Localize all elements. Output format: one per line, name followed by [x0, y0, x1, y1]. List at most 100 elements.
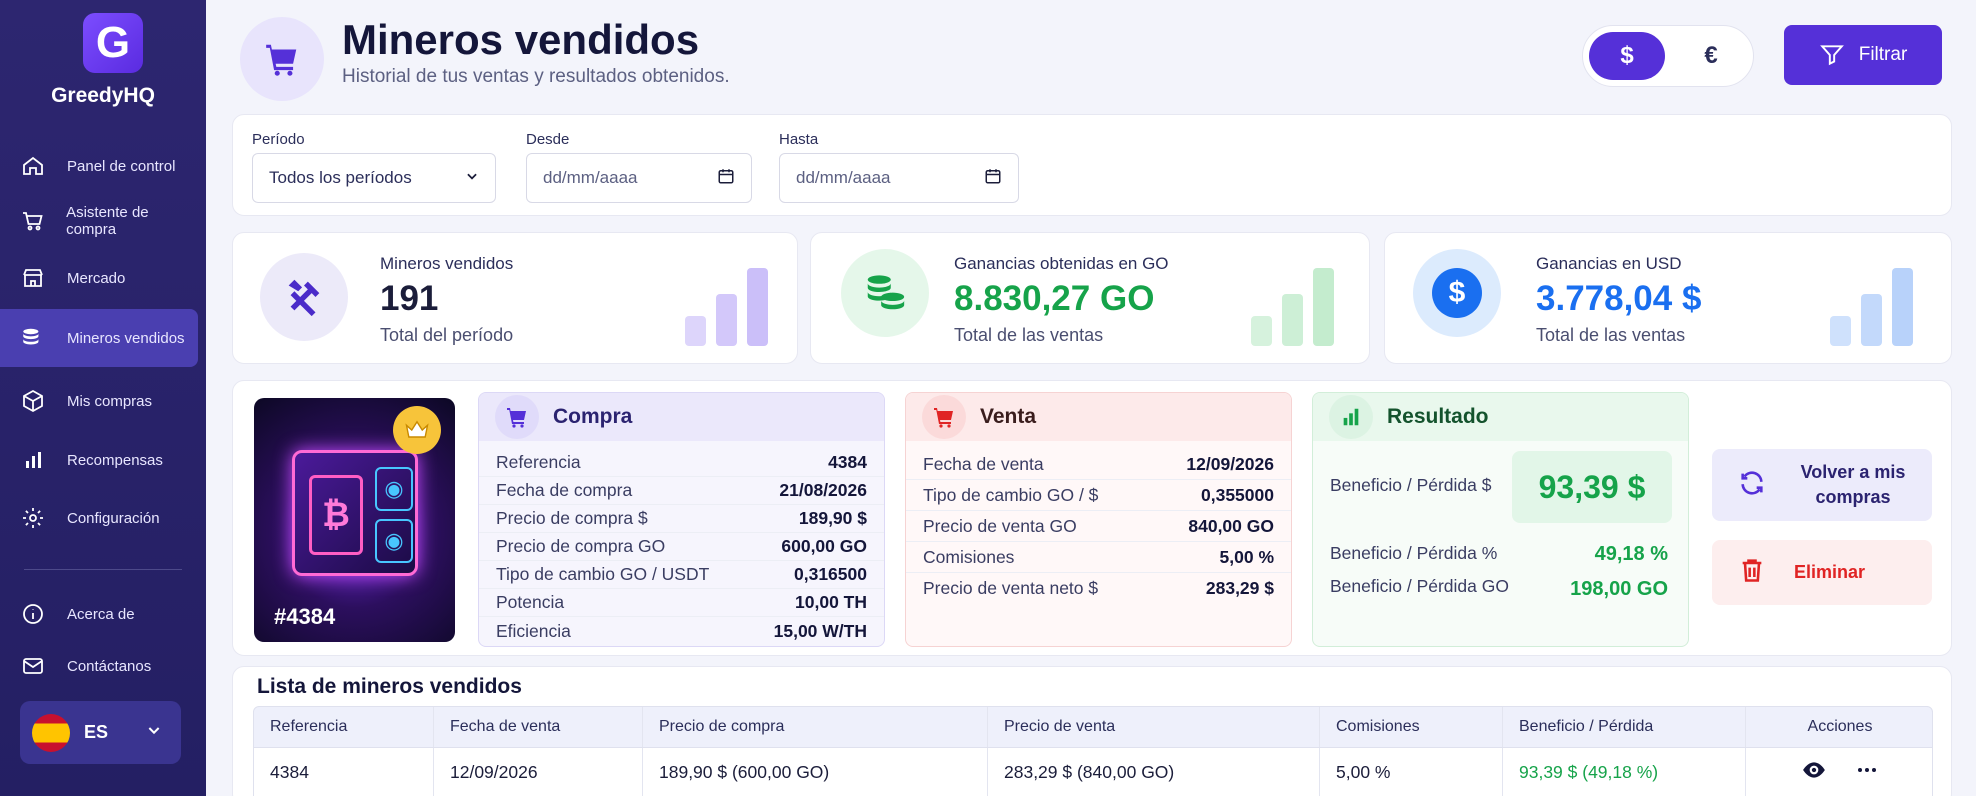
filter-label: Filtrar: [1858, 44, 1908, 65]
column-header[interactable]: Beneficio / Pérdida: [1503, 707, 1746, 747]
resultado-header: Resultado: [1313, 393, 1688, 441]
back-label: Volver a mis compras: [1800, 462, 1906, 507]
column-header[interactable]: Fecha de venta: [434, 707, 643, 747]
sidebar-item-mercado[interactable]: Mercado: [0, 249, 198, 307]
trash-icon: [1738, 556, 1766, 589]
page-title: Mineros vendidos: [342, 16, 700, 63]
sidebar: G GreedyHQ Panel de control Asistente de…: [0, 0, 206, 796]
column-header[interactable]: Precio de compra: [643, 707, 988, 747]
compra-header: Compra: [479, 393, 884, 441]
cell-referencia: 4384: [254, 748, 434, 796]
cell-comisiones: 5,00 %: [1320, 748, 1503, 796]
sidebar-item-recompensas[interactable]: Recompensas: [0, 431, 198, 489]
profit-usd-label: Beneficio / Pérdida $: [1330, 475, 1492, 495]
from-date-input[interactable]: dd/mm/aaaa: [526, 153, 752, 203]
profit-go-value: 198,00 GO: [1570, 578, 1668, 600]
cell-precio-compra: 189,90 $ (600,00 GO): [643, 748, 988, 796]
cell-fecha-venta: 12/09/2026: [434, 748, 643, 796]
language-code: ES: [84, 722, 109, 742]
filter-button[interactable]: Filtrar: [1784, 25, 1942, 85]
calendar-icon[interactable]: [717, 167, 735, 190]
sidebar-item-label: Mis compras: [67, 392, 153, 410]
app-name: GreedyHQ: [51, 84, 155, 107]
stat-card-ganancias-usd: $ Ganancias en USD 3.778,04 $ Total de l…: [1384, 232, 1952, 364]
sidebar-item-label: Asistente de compra: [66, 204, 149, 238]
period-select[interactable]: Todos los períodos: [252, 153, 496, 203]
table-row[interactable]: 4384 12/09/2026 189,90 $ (600,00 GO) 283…: [253, 748, 1933, 796]
sidebar-item-asistente-de-compra[interactable]: Asistente de compra: [0, 192, 198, 250]
cell-beneficio: 93,39 $ (49,18 %): [1503, 748, 1746, 796]
stat-value: 191: [380, 279, 439, 318]
compra-row: Precio de compra $189,90 $: [479, 505, 884, 533]
coin-stack-icon: [841, 249, 929, 337]
more-options-icon[interactable]: [1855, 758, 1879, 787]
profit-usd-value: 93,39 $: [1512, 451, 1672, 523]
spain-flag-icon: [32, 713, 70, 752]
compra-row: Fecha de compra 21/08/2026: [479, 477, 884, 505]
sidebar-item-label: Contáctanos: [67, 657, 152, 675]
cart-icon: [922, 395, 966, 439]
bar-chart-icon: [20, 447, 46, 473]
to-date-input[interactable]: dd/mm/aaaa: [779, 153, 1019, 203]
stat-title: Mineros vendidos: [380, 254, 514, 273]
cart-icon: [20, 208, 45, 234]
sidebar-item-mis-compras[interactable]: Mis compras: [0, 372, 198, 430]
back-to-purchases-button[interactable]: Volver a mis compras: [1712, 449, 1932, 521]
venta-row: Tipo de cambio GO / $0,355000: [906, 480, 1291, 511]
sidebar-item-label: Acerca de: [67, 605, 135, 623]
sidebar-item-label: Configuración: [67, 509, 160, 527]
profit-go-label: Beneficio / Pérdida GO: [1330, 576, 1509, 596]
chevron-down-icon: [465, 168, 479, 188]
store-icon: [20, 265, 46, 291]
sidebar-item-acerca-de[interactable]: Acerca de: [0, 585, 198, 643]
table-header: Referencia Fecha de venta Precio de comp…: [253, 706, 1933, 748]
profit-pct-label: Beneficio / Pérdida %: [1330, 543, 1498, 563]
stat-subtitle: Total de las ventas: [954, 325, 1104, 345]
column-header: Acciones: [1807, 718, 1873, 735]
crown-icon: [393, 406, 441, 454]
stat-subtitle: Total del período: [380, 325, 514, 345]
stat-subtitle: Total de las ventas: [1536, 325, 1686, 345]
sidebar-divider: [24, 569, 182, 570]
stat-title: Ganancias obtenidas en GO: [954, 254, 1169, 273]
currency-usd-button[interactable]: $: [1589, 32, 1665, 80]
column-header[interactable]: Comisiones: [1320, 707, 1503, 747]
stat-title: Ganancias en USD: [1536, 254, 1682, 273]
compra-row: Tipo de cambio GO / USDT 0,316500: [479, 561, 884, 589]
sidebar-item-label: Panel de control: [67, 157, 176, 175]
miner-nft-image: ₿ ◉ ◉ #4384: [254, 398, 455, 642]
gear-icon: [20, 505, 46, 531]
period-label: Período: [252, 131, 305, 148]
sidebar-item-configuracion[interactable]: Configuración: [0, 489, 198, 547]
column-header[interactable]: Referencia: [254, 707, 434, 747]
dollar-coin-icon: $: [1413, 249, 1501, 337]
venta-header: Venta: [906, 393, 1291, 441]
info-icon: [20, 601, 46, 627]
delete-label: Eliminar: [1794, 562, 1866, 582]
stat-card-ganancias-go: Ganancias obtenidas en GO 8.830,27 GO To…: [810, 232, 1370, 364]
compra-row: Potencia 10,00 TH: [479, 589, 884, 617]
calendar-icon[interactable]: [984, 167, 1002, 190]
app-logo[interactable]: G: [83, 13, 143, 73]
column-header[interactable]: Precio de venta: [988, 707, 1320, 747]
compra-title: Compra: [553, 405, 633, 428]
stat-card-mineros: Mineros vendidos 191 Total del período: [232, 232, 798, 364]
resultado-panel: Resultado Beneficio / Pérdida $ 93,39 $ …: [1312, 392, 1689, 647]
miner-cube-graphic: ₿ ◉ ◉: [292, 450, 418, 576]
venta-row: Precio de venta neto $283,29 $: [923, 578, 1274, 598]
sidebar-item-label: Mercado: [67, 269, 126, 287]
language-selector[interactable]: ES: [20, 701, 181, 764]
sidebar-item-panel-de-control[interactable]: Panel de control: [0, 137, 198, 195]
currency-eur-button[interactable]: €: [1704, 42, 1718, 69]
profit-pct-value: 49,18 %: [1594, 543, 1668, 565]
filter-panel: Período Todos los períodos Desde dd/mm/a…: [232, 114, 1952, 216]
sidebar-item-mineros-vendidos[interactable]: Mineros vendidos: [0, 309, 198, 367]
eye-icon[interactable]: [1801, 757, 1827, 788]
sidebar-item-contactanos[interactable]: Contáctanos: [0, 637, 198, 695]
delete-button[interactable]: Eliminar: [1712, 540, 1932, 605]
compra-panel: Compra Referencia 4384 Fecha de compra 21/…: [478, 392, 885, 647]
home-icon: [20, 153, 46, 179]
bar-chart-icon: [1329, 395, 1373, 439]
to-label: Hasta: [779, 131, 819, 148]
sidebar-item-label: Recompensas: [67, 451, 163, 469]
